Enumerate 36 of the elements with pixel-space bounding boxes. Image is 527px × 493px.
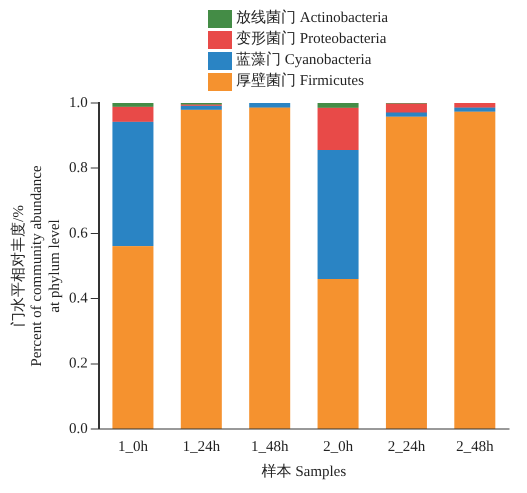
bar <box>318 279 359 428</box>
y-tick-label: 0.0 <box>69 420 88 437</box>
bar <box>112 106 154 122</box>
bar <box>318 150 359 280</box>
x-tick-label: 2_0h <box>323 438 354 455</box>
bar <box>112 246 154 428</box>
y-tick-label: 0.4 <box>69 290 88 307</box>
bar <box>112 103 154 107</box>
legend-label: 厚壁菌门 Firmicutes <box>236 71 364 91</box>
bar <box>386 116 427 428</box>
bar <box>454 112 496 428</box>
x-tick-label: 1_0h <box>118 438 148 455</box>
bar <box>454 103 496 108</box>
x-axis-title: 样本 Samples <box>262 462 346 480</box>
bar <box>386 112 427 117</box>
legend-label: 放线菌门 Actinobacteria <box>236 8 388 28</box>
x-tick-label: 2_24h <box>388 438 426 455</box>
bar <box>249 103 290 108</box>
bar <box>180 106 222 110</box>
y-tick-label: 0.8 <box>69 160 88 176</box>
legend-label: 变形菌门 Proteobacteria <box>236 29 386 49</box>
y-tick-label: 0.6 <box>69 225 88 242</box>
legend-label: 蓝藻门 Cyanobacteria <box>236 50 372 70</box>
bar <box>249 108 290 428</box>
y-tick-label: 0.2 <box>69 356 88 372</box>
bar <box>112 122 154 246</box>
bar <box>180 110 222 428</box>
bar <box>454 108 496 112</box>
y-axis-title: 门水平相对丰度/% Percent of community abundance at phylum level <box>10 165 63 367</box>
x-tick-label: 2_48h <box>456 438 494 455</box>
x-tick-label: 1_48h <box>250 438 289 455</box>
x-tick-label: 1_24h <box>182 438 221 455</box>
bar <box>318 103 359 108</box>
bar <box>386 104 427 112</box>
bar <box>318 108 359 150</box>
y-tick-label: 1.0 <box>69 94 88 111</box>
